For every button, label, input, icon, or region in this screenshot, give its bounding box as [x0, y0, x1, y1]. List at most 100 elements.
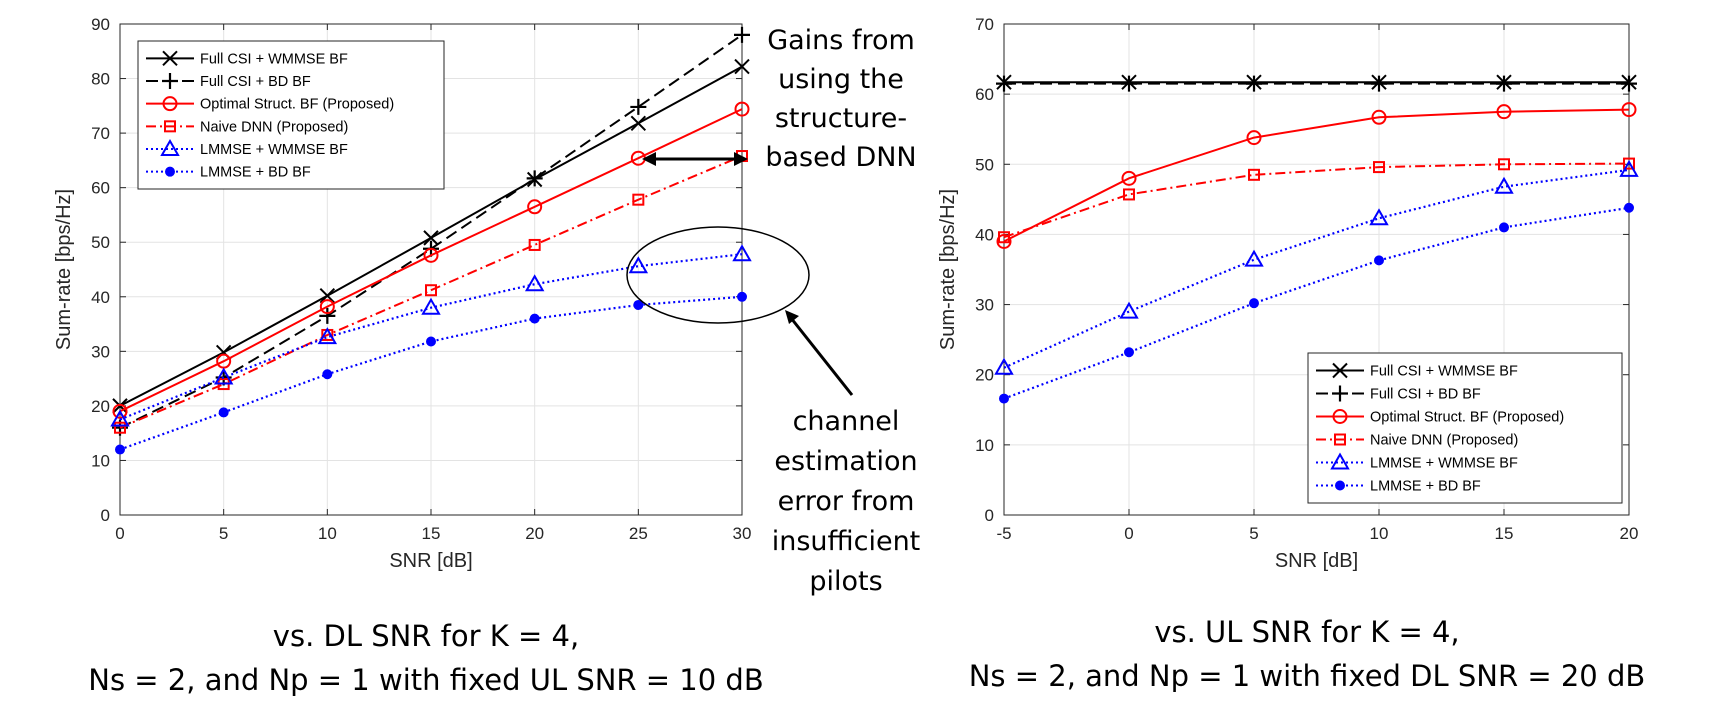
- data-point: [524, 274, 545, 292]
- data-point: [528, 238, 541, 251]
- data-point: [319, 287, 336, 304]
- data-point: [734, 26, 750, 43]
- series-plus: [996, 75, 1637, 92]
- annotation-gains-line-3: structure-: [775, 103, 907, 134]
- series-line: [1003, 206, 1630, 400]
- y-tick-label: 20: [91, 397, 110, 416]
- y-tick-label: 90: [91, 15, 110, 34]
- legend-marker: [1334, 433, 1346, 446]
- data-point: [425, 284, 437, 297]
- series-circle: [996, 102, 1637, 249]
- legend-label: Full CSI + BD BF: [200, 74, 311, 90]
- y-tick-label: 50: [975, 155, 994, 174]
- legend-marker: [1332, 362, 1348, 379]
- data-point: [322, 369, 333, 380]
- data-point: [734, 101, 750, 117]
- annotation-error-line-5: pilots: [809, 566, 882, 597]
- series-line: [119, 108, 743, 413]
- data-point: [1373, 161, 1385, 174]
- data-point: [996, 75, 1012, 92]
- y-tick-label: 60: [91, 179, 110, 198]
- data-point: [1624, 202, 1634, 213]
- data-point: [423, 247, 439, 263]
- data-point: [1121, 75, 1137, 92]
- y-tick-label: 0: [101, 506, 110, 525]
- x-tick-label: 0: [1124, 524, 1133, 543]
- data-point: [526, 170, 543, 187]
- x-tick-label: 5: [219, 524, 228, 543]
- x-tick-label: 0: [115, 524, 124, 543]
- legend: Full CSI + WMMSE BF Full CSI + BD BF Optim…: [1307, 352, 1623, 504]
- legend-marker: [162, 96, 178, 112]
- legend-marker: [1332, 385, 1348, 402]
- data-point: [421, 297, 441, 315]
- data-point: [112, 398, 128, 414]
- data-point: [1621, 75, 1637, 92]
- caption-left: vs. DL SNR for K = 4, Ns = 2, and Np = 1…: [88, 619, 763, 697]
- series-circle: [112, 101, 750, 419]
- caption-left-line-1: vs. DL SNR for K = 4,: [273, 619, 579, 653]
- x-tick-label: 10: [1370, 524, 1389, 543]
- data-point: [998, 231, 1010, 244]
- series-square: [114, 150, 748, 434]
- data-point: [114, 421, 126, 434]
- data-point: [1244, 249, 1264, 267]
- data-point: [1371, 109, 1387, 125]
- legend-marker: [1335, 480, 1345, 491]
- data-point: [633, 299, 644, 310]
- legend-marker: [164, 120, 176, 133]
- annotation-error-line-1: channel: [793, 406, 900, 437]
- data-point: [319, 299, 335, 315]
- x-tick-label: 20: [525, 524, 544, 543]
- series-star: [999, 202, 1634, 404]
- y-tick-label: 50: [91, 233, 110, 252]
- series-square: [998, 157, 1635, 244]
- annotation-gains: Gains from using the structure- based DN…: [765, 25, 916, 173]
- data-point: [1496, 104, 1512, 120]
- data-point: [1496, 75, 1512, 92]
- legend-label: Full CSI + BD BF: [1370, 387, 1481, 403]
- annotation-channel-error: channel estimation error from insufficie…: [772, 406, 921, 597]
- legend-label: LMMSE + WMMSE BF: [1370, 456, 1518, 472]
- x-tick-label: 25: [629, 524, 648, 543]
- caption-left-line-2: Ns = 2, and Np = 1 with fixed UL SNR = 1…: [88, 663, 763, 697]
- data-point: [1498, 158, 1510, 171]
- data-point: [996, 233, 1012, 249]
- x-axis-label: SNR [dB]: [1275, 550, 1358, 572]
- data-point: [1124, 347, 1134, 358]
- data-point: [213, 367, 234, 385]
- legend-marker: [162, 50, 178, 67]
- y-tick-label: 60: [975, 85, 994, 104]
- legend-label: Naive DNN (Proposed): [1370, 433, 1518, 449]
- x-tick-label: 20: [1620, 524, 1639, 543]
- x-tick-label: 10: [318, 524, 337, 543]
- annotation-error-line-3: error from: [778, 486, 915, 517]
- data-point: [630, 115, 647, 131]
- annotation-ellipse: [626, 226, 810, 324]
- data-point: [1123, 188, 1135, 201]
- x-tick-label: 15: [422, 524, 441, 543]
- y-tick-label: 20: [975, 366, 994, 385]
- y-tick-label: 10: [91, 451, 110, 470]
- data-point: [632, 193, 645, 206]
- data-point: [529, 313, 540, 324]
- legend-box: [1307, 352, 1623, 504]
- y-tick-label: 0: [985, 506, 994, 525]
- data-point: [734, 58, 750, 75]
- data-point: [1371, 75, 1387, 92]
- y-axis-label: Sum-rate [bps/Hz]: [53, 189, 75, 350]
- data-point: [317, 327, 338, 345]
- y-tick-label: 70: [975, 15, 994, 34]
- data-point: [1369, 208, 1389, 226]
- y-tick-label: 40: [975, 225, 994, 244]
- data-point: [630, 98, 647, 115]
- series-triangle: [994, 159, 1639, 375]
- legend-marker: [160, 138, 180, 156]
- series-line: [1003, 162, 1630, 239]
- data-point: [423, 230, 439, 246]
- arrow-channel-error: [785, 310, 854, 396]
- annotation-gains-line-2: using the: [778, 64, 904, 95]
- x-axis-label: SNR [dB]: [389, 550, 472, 572]
- data-point: [426, 336, 436, 347]
